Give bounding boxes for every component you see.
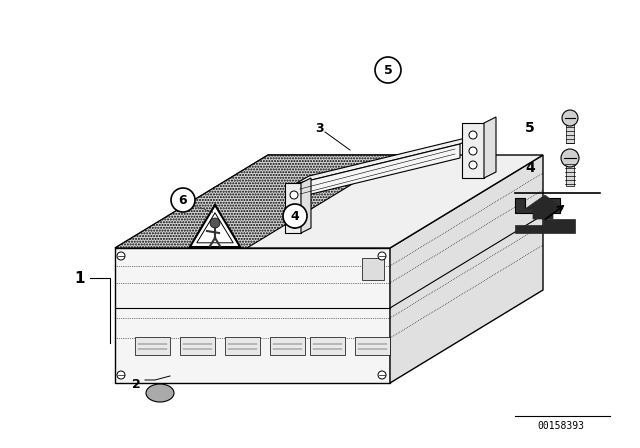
Circle shape	[469, 161, 477, 169]
Ellipse shape	[146, 384, 174, 402]
Polygon shape	[462, 123, 484, 178]
Text: 6: 6	[179, 194, 188, 207]
Text: 4: 4	[291, 210, 300, 223]
Bar	[310, 337, 345, 355]
Polygon shape	[115, 248, 390, 383]
Polygon shape	[301, 178, 311, 233]
Circle shape	[378, 252, 386, 260]
Text: 1: 1	[75, 271, 85, 285]
Polygon shape	[525, 195, 563, 219]
Bar	[566, 162, 574, 186]
Bar	[270, 337, 305, 355]
Polygon shape	[295, 144, 460, 198]
Text: 5: 5	[383, 64, 392, 77]
Circle shape	[469, 147, 477, 155]
Circle shape	[290, 191, 298, 199]
Text: 4: 4	[525, 161, 535, 175]
Polygon shape	[390, 155, 543, 383]
Circle shape	[171, 188, 195, 212]
Bar	[180, 337, 215, 355]
Bar	[355, 337, 390, 355]
Circle shape	[469, 131, 477, 139]
Polygon shape	[190, 205, 240, 247]
Bar	[225, 337, 260, 355]
Circle shape	[117, 371, 125, 379]
Circle shape	[561, 149, 579, 167]
Circle shape	[290, 205, 298, 213]
Polygon shape	[285, 183, 301, 233]
Polygon shape	[197, 213, 233, 243]
Circle shape	[562, 110, 578, 126]
Circle shape	[283, 204, 307, 228]
Circle shape	[375, 57, 401, 83]
Circle shape	[117, 252, 125, 260]
Polygon shape	[484, 117, 496, 178]
Text: 5: 5	[525, 121, 535, 135]
Text: 00158393: 00158393	[538, 421, 584, 431]
Polygon shape	[295, 136, 474, 184]
Circle shape	[210, 218, 220, 228]
Polygon shape	[115, 155, 400, 248]
Bar	[362, 258, 384, 280]
Text: 3: 3	[316, 121, 324, 134]
Bar	[566, 123, 574, 143]
Polygon shape	[515, 198, 560, 213]
Polygon shape	[515, 219, 575, 233]
Text: 2: 2	[132, 378, 140, 391]
Circle shape	[378, 371, 386, 379]
Bar	[135, 337, 170, 355]
Polygon shape	[115, 155, 543, 248]
